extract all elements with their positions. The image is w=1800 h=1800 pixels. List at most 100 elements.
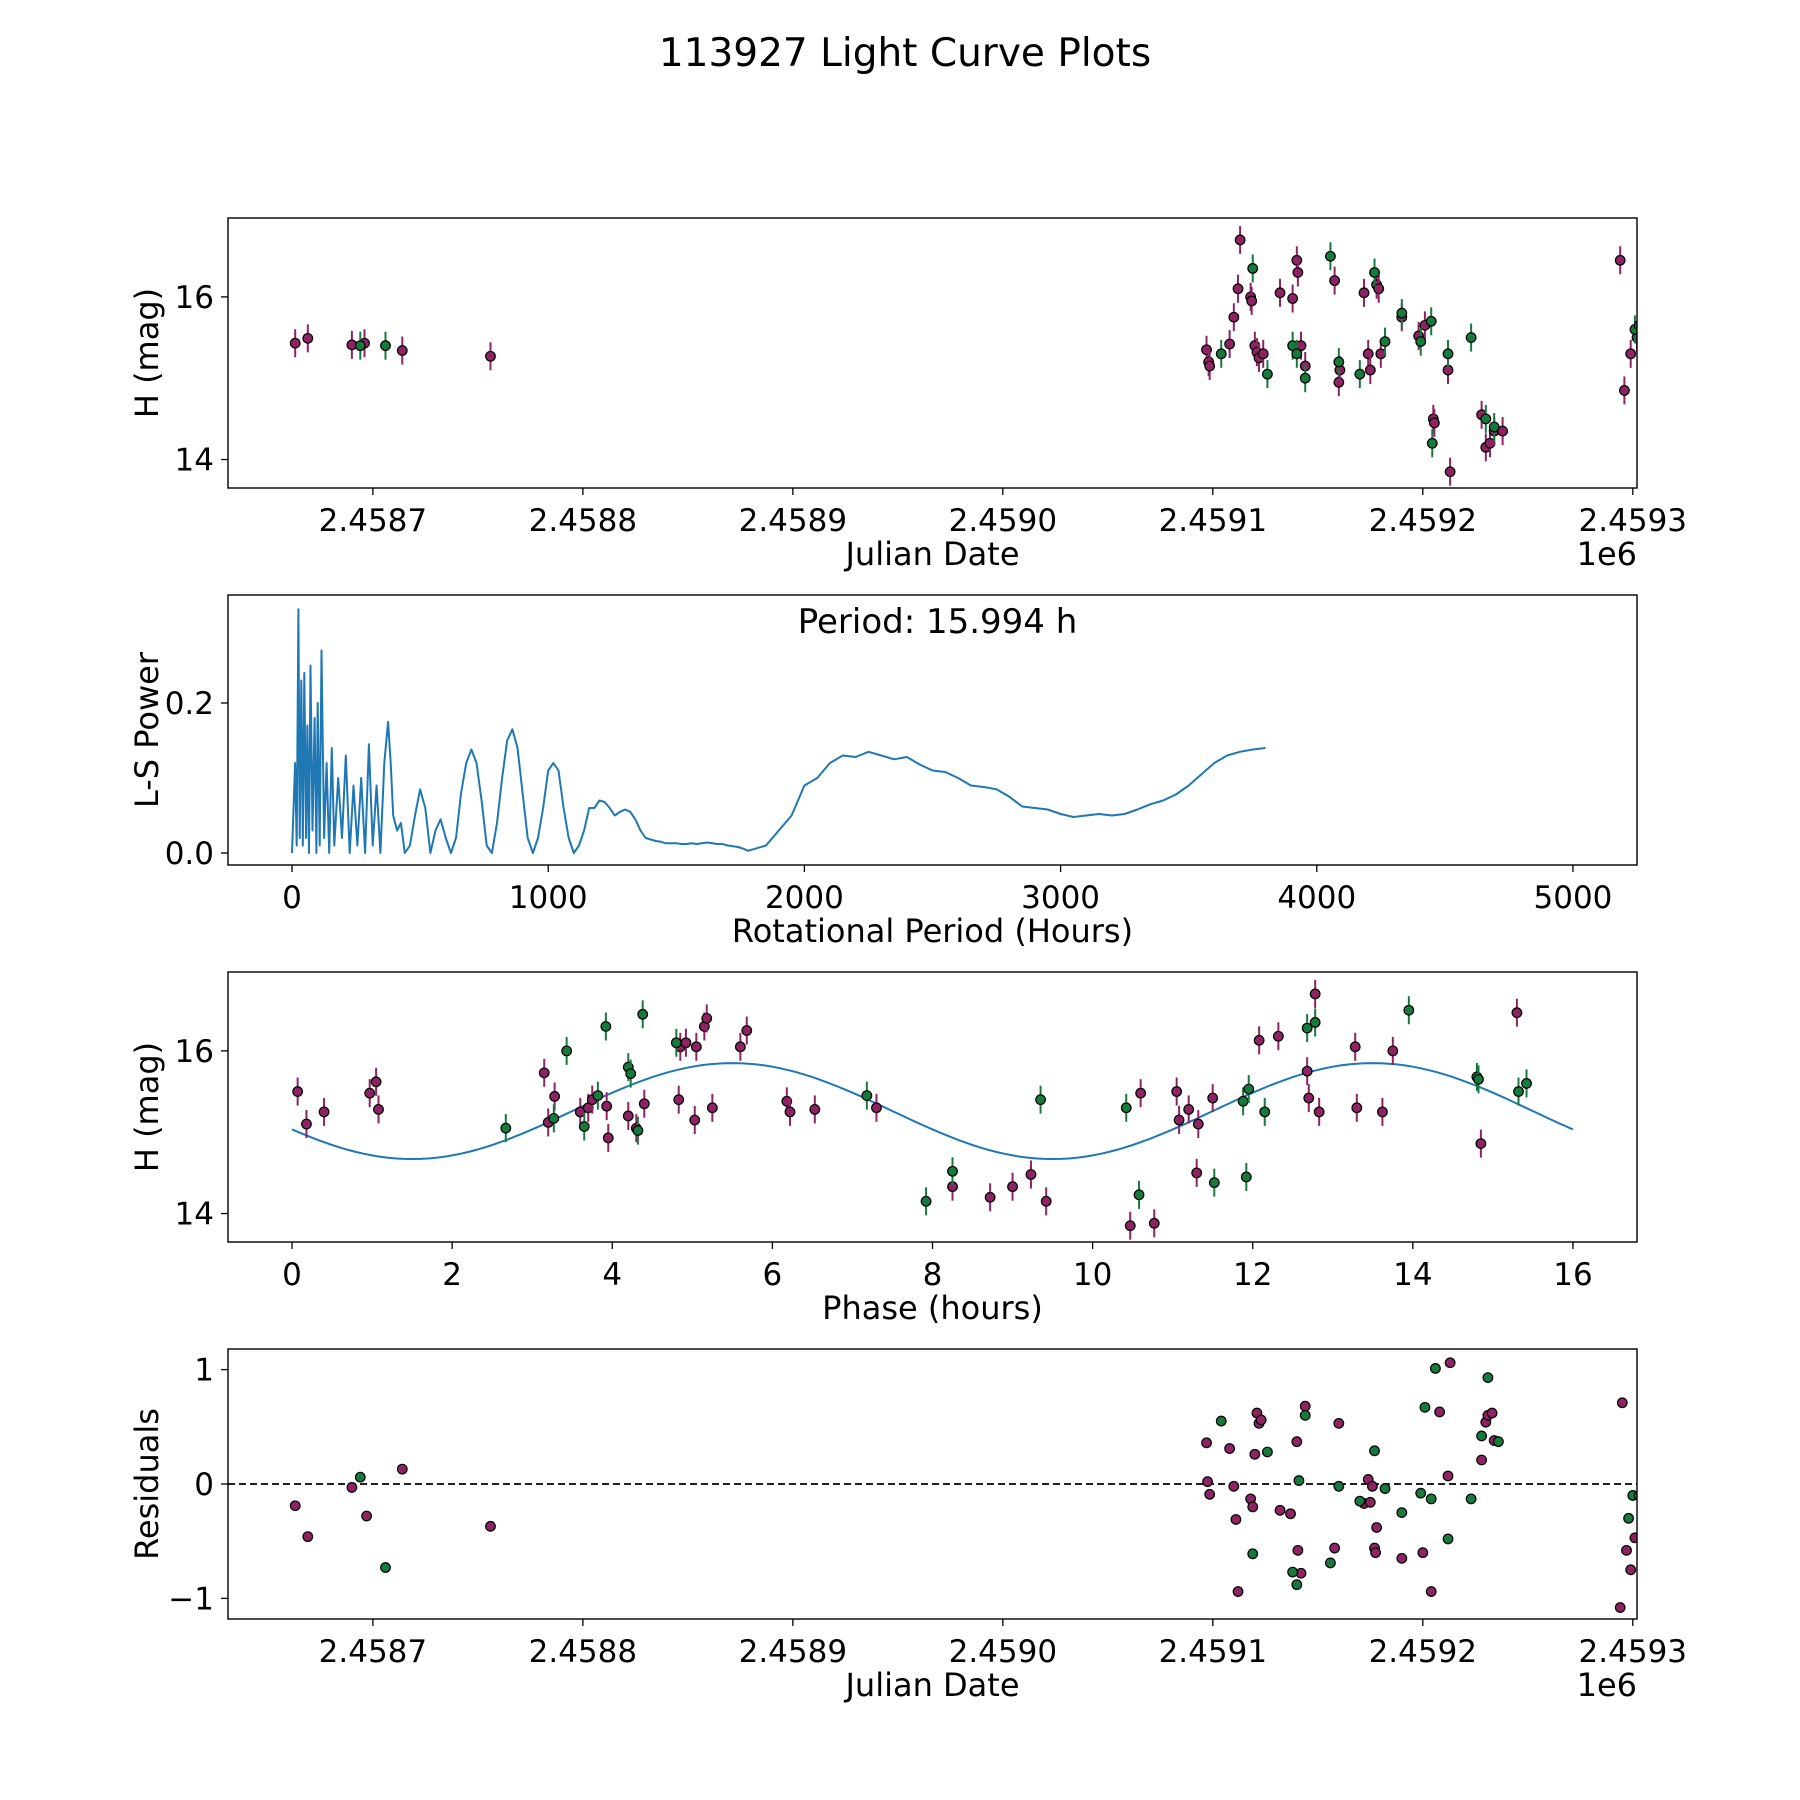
data-point bbox=[578, 1121, 590, 1132]
y-tick-label: 16 bbox=[175, 1034, 214, 1070]
data-point bbox=[1274, 287, 1286, 299]
x-axis-label: Phase (hours) bbox=[822, 1289, 1043, 1327]
data-point bbox=[1475, 1138, 1487, 1149]
data-point bbox=[1425, 1586, 1437, 1597]
data-point bbox=[673, 1094, 685, 1106]
data-point bbox=[1379, 1483, 1391, 1494]
data-point bbox=[632, 1125, 644, 1136]
data-point bbox=[1625, 348, 1637, 360]
data-point bbox=[1417, 1547, 1429, 1559]
x-tick-label: 4 bbox=[602, 1257, 622, 1293]
x-tick-label: 10 bbox=[1073, 1257, 1112, 1293]
data-point bbox=[1403, 1004, 1415, 1016]
data-point bbox=[380, 340, 391, 352]
data-point bbox=[1396, 1552, 1408, 1564]
data-point bbox=[1641, 316, 1651, 326]
data-point bbox=[1204, 360, 1216, 372]
x-tick-label: 0 bbox=[282, 1257, 302, 1293]
data-point bbox=[602, 1132, 614, 1144]
x-tick-label: 6 bbox=[763, 1257, 783, 1293]
data-point bbox=[1303, 1092, 1315, 1104]
data-point bbox=[1425, 1493, 1437, 1505]
data-point bbox=[680, 1037, 692, 1049]
x-tick-label: 16 bbox=[1553, 1257, 1592, 1293]
y-axis-label: H (mag) bbox=[128, 1042, 166, 1172]
data-point bbox=[1693, 337, 1703, 347]
data-point bbox=[1476, 1454, 1488, 1466]
data-point bbox=[1379, 336, 1391, 348]
data-point bbox=[364, 1087, 376, 1099]
data-point bbox=[380, 1562, 391, 1573]
data-point bbox=[1465, 1493, 1477, 1505]
data-point bbox=[1419, 1401, 1431, 1413]
data-point bbox=[1025, 1169, 1037, 1180]
data-point bbox=[1224, 1443, 1236, 1454]
data-point bbox=[1364, 364, 1376, 376]
x-axis-label: Julian Date bbox=[843, 1666, 1019, 1704]
data-point bbox=[1040, 1195, 1052, 1207]
data-point bbox=[302, 1531, 314, 1543]
data-point bbox=[1173, 1114, 1185, 1126]
data-point bbox=[1333, 376, 1345, 388]
data-point bbox=[1377, 1106, 1388, 1118]
data-point bbox=[1442, 1533, 1454, 1545]
plot-area bbox=[291, 979, 1574, 1240]
data-point bbox=[1354, 368, 1366, 380]
data-point bbox=[1292, 1544, 1304, 1556]
data-point bbox=[301, 1118, 312, 1130]
x-tick-label: 12 bbox=[1233, 1257, 1272, 1293]
data-point bbox=[1287, 1566, 1299, 1578]
data-point bbox=[1301, 1065, 1313, 1077]
period-annotation: Period: 15.994 h bbox=[798, 602, 1078, 642]
data-point bbox=[1693, 1483, 1703, 1493]
data-point bbox=[1415, 336, 1427, 348]
y-axis-label: Residuals bbox=[128, 1408, 166, 1560]
data-point bbox=[1396, 307, 1408, 319]
data-point bbox=[1488, 421, 1500, 433]
data-point bbox=[1299, 1400, 1311, 1412]
data-point bbox=[346, 1482, 358, 1493]
x-tick-label: 2.4588 bbox=[529, 1634, 637, 1670]
data-point bbox=[600, 1021, 612, 1032]
data-point bbox=[485, 350, 496, 362]
x-tick-label: 2.4593 bbox=[1579, 503, 1687, 539]
data-point bbox=[1687, 345, 1697, 355]
data-point bbox=[1476, 1430, 1488, 1442]
data-point bbox=[1364, 1496, 1376, 1508]
axes-frame bbox=[227, 1348, 1638, 1620]
plot-area bbox=[228, 1357, 1730, 1613]
data-point bbox=[1720, 1477, 1730, 1487]
data-point bbox=[1691, 349, 1701, 359]
data-point bbox=[1135, 1087, 1147, 1099]
y-tick-label: 0.2 bbox=[165, 686, 214, 722]
data-point bbox=[396, 345, 408, 356]
data-point bbox=[1208, 1177, 1220, 1189]
data-point bbox=[1685, 1419, 1695, 1429]
data-point bbox=[1442, 1470, 1454, 1482]
data-point bbox=[1228, 1480, 1240, 1492]
data-point bbox=[1695, 349, 1705, 359]
data-point bbox=[302, 332, 314, 344]
data-point bbox=[1354, 1495, 1366, 1507]
data-point bbox=[1621, 1544, 1632, 1556]
data-point bbox=[947, 1165, 958, 1177]
x-axis-label: Rotational Period (Hours) bbox=[732, 912, 1133, 950]
x-tick-label: 0 bbox=[282, 880, 302, 916]
data-point bbox=[1215, 348, 1227, 360]
data-point bbox=[1629, 1532, 1637, 1544]
data-point bbox=[1672, 1496, 1682, 1506]
data-point bbox=[500, 1122, 512, 1134]
data-point bbox=[1287, 293, 1299, 304]
data-point bbox=[920, 1195, 932, 1207]
data-point bbox=[1367, 1480, 1378, 1492]
data-point bbox=[690, 1041, 702, 1053]
data-point bbox=[548, 1112, 560, 1124]
data-point bbox=[1253, 1034, 1265, 1046]
data-point bbox=[1325, 1557, 1336, 1569]
data-point bbox=[1351, 1102, 1363, 1114]
data-point bbox=[1425, 315, 1437, 327]
x-tick-label: 2.4589 bbox=[739, 1634, 847, 1670]
data-point bbox=[1313, 1106, 1325, 1118]
data-point bbox=[1237, 1095, 1249, 1107]
